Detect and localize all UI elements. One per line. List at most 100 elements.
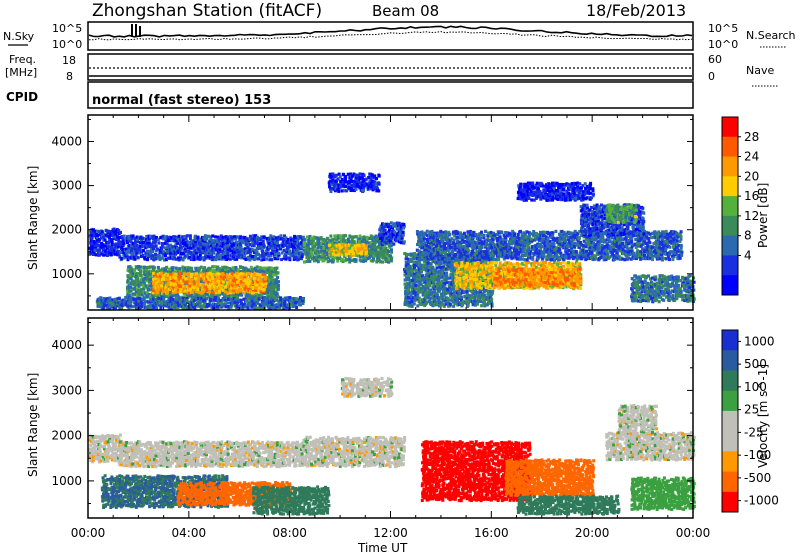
range-gate-cell <box>235 282 239 286</box>
range-gate-cell <box>471 295 475 299</box>
range-gate-cell <box>413 277 417 281</box>
range-gate-cell <box>178 271 182 275</box>
range-gate-cell <box>169 243 173 247</box>
range-gate-cell <box>261 266 265 270</box>
range-gate-cell <box>404 266 408 271</box>
range-gate-cell <box>264 253 268 257</box>
range-gate-cell <box>156 247 159 251</box>
range-gate-cell <box>228 257 232 261</box>
range-gate-cell <box>242 279 246 283</box>
range-gate-cell <box>443 282 447 286</box>
range-gate-cell <box>183 235 187 239</box>
range-gate-cell <box>131 274 135 278</box>
range-gate-cell <box>226 252 230 256</box>
range-gate-cell <box>153 244 156 248</box>
range-gate-cell <box>456 298 459 302</box>
range-gate-cell <box>450 292 454 296</box>
range-gate-cell <box>322 238 326 242</box>
range-gate-cell <box>126 304 130 308</box>
range-gate-cell <box>377 257 381 262</box>
range-gate-cell <box>283 234 286 238</box>
range-gate-cell <box>239 282 243 286</box>
range-gate-cell <box>137 299 141 303</box>
range-gate-cell <box>200 304 204 308</box>
range-gate-cell <box>95 300 99 304</box>
range-gate-cell <box>202 256 206 260</box>
range-gate-cell <box>217 283 221 287</box>
range-gate-cell <box>250 256 254 260</box>
range-gate-cell <box>207 284 210 288</box>
range-gate-cell <box>370 173 374 177</box>
range-gate-cell <box>101 245 105 249</box>
range-gate-cell <box>380 229 384 234</box>
range-gate-cell <box>384 257 387 261</box>
range-gate-cell <box>117 252 121 256</box>
range-gate-cell <box>442 304 446 308</box>
range-gate-cell <box>137 283 141 287</box>
range-gate-cell <box>348 176 352 180</box>
range-gate-cell <box>169 251 173 255</box>
range-gate-cell <box>139 287 143 291</box>
range-gate-cell <box>390 250 394 254</box>
range-gate-cell <box>349 178 353 182</box>
range-gate-cell <box>226 301 230 305</box>
range-gate-cell <box>136 240 140 244</box>
range-gate-cell <box>227 305 231 309</box>
range-gate-cell <box>442 265 446 269</box>
range-gate-cell <box>121 239 125 243</box>
range-gate-cell <box>362 173 366 177</box>
range-gate-cell <box>277 253 281 257</box>
range-gate-cell <box>410 252 414 256</box>
range-gate-cell <box>448 304 452 308</box>
range-gate-cell <box>484 273 488 277</box>
range-gate-cell <box>193 304 197 308</box>
range-gate-cell <box>152 271 156 275</box>
range-gate-cell <box>167 249 171 253</box>
range-gate-cell <box>399 224 403 228</box>
range-gate-cell <box>476 274 480 278</box>
range-gate-cell <box>152 306 156 310</box>
range-gate-cell <box>250 301 253 305</box>
range-gate-cell <box>141 283 145 287</box>
range-gate-cell <box>343 179 347 183</box>
range-gate-cell <box>156 283 160 287</box>
range-gate-cell <box>197 300 200 304</box>
range-gate-cell <box>378 232 382 236</box>
range-gate-cell <box>421 293 425 297</box>
range-gate-cell <box>164 279 168 283</box>
range-gate-cell <box>138 248 142 252</box>
range-gate-cell <box>453 256 457 260</box>
range-gate-cell <box>205 274 209 278</box>
range-gate-cell <box>155 301 159 305</box>
range-gate-cell <box>211 258 215 262</box>
range-gate-cell <box>130 234 133 238</box>
range-gate-cell <box>233 275 237 279</box>
range-gate-cell <box>274 285 278 289</box>
range-gate-cell <box>185 299 189 303</box>
range-gate-cell <box>451 278 455 282</box>
range-gate-cell <box>344 243 348 247</box>
range-gate-cell <box>232 235 236 239</box>
range-gate-cell <box>141 240 145 244</box>
range-gate-cell <box>185 234 189 238</box>
range-gate-cell <box>199 298 203 302</box>
range-gate-cell <box>429 288 433 292</box>
range-gate-cell <box>295 250 299 254</box>
range-gate-cell <box>198 249 202 253</box>
range-gate-cell <box>483 304 487 308</box>
range-gate-cell <box>364 251 368 255</box>
range-gate-cell <box>118 306 122 310</box>
range-gate-cell <box>200 243 203 247</box>
range-gate-cell <box>122 241 126 245</box>
range-gate-cell <box>266 251 270 256</box>
range-gate-cell <box>389 221 393 225</box>
range-gate-cell <box>218 267 222 271</box>
range-gate-cell <box>425 300 429 304</box>
range-gate-cell <box>356 246 360 250</box>
range-gate-cell <box>98 250 102 254</box>
range-gate-cell <box>471 266 475 270</box>
range-gate-cell <box>132 249 136 253</box>
range-gate-cell <box>346 237 350 241</box>
range-gate-cell <box>227 297 230 301</box>
range-gate-cell <box>311 245 315 249</box>
